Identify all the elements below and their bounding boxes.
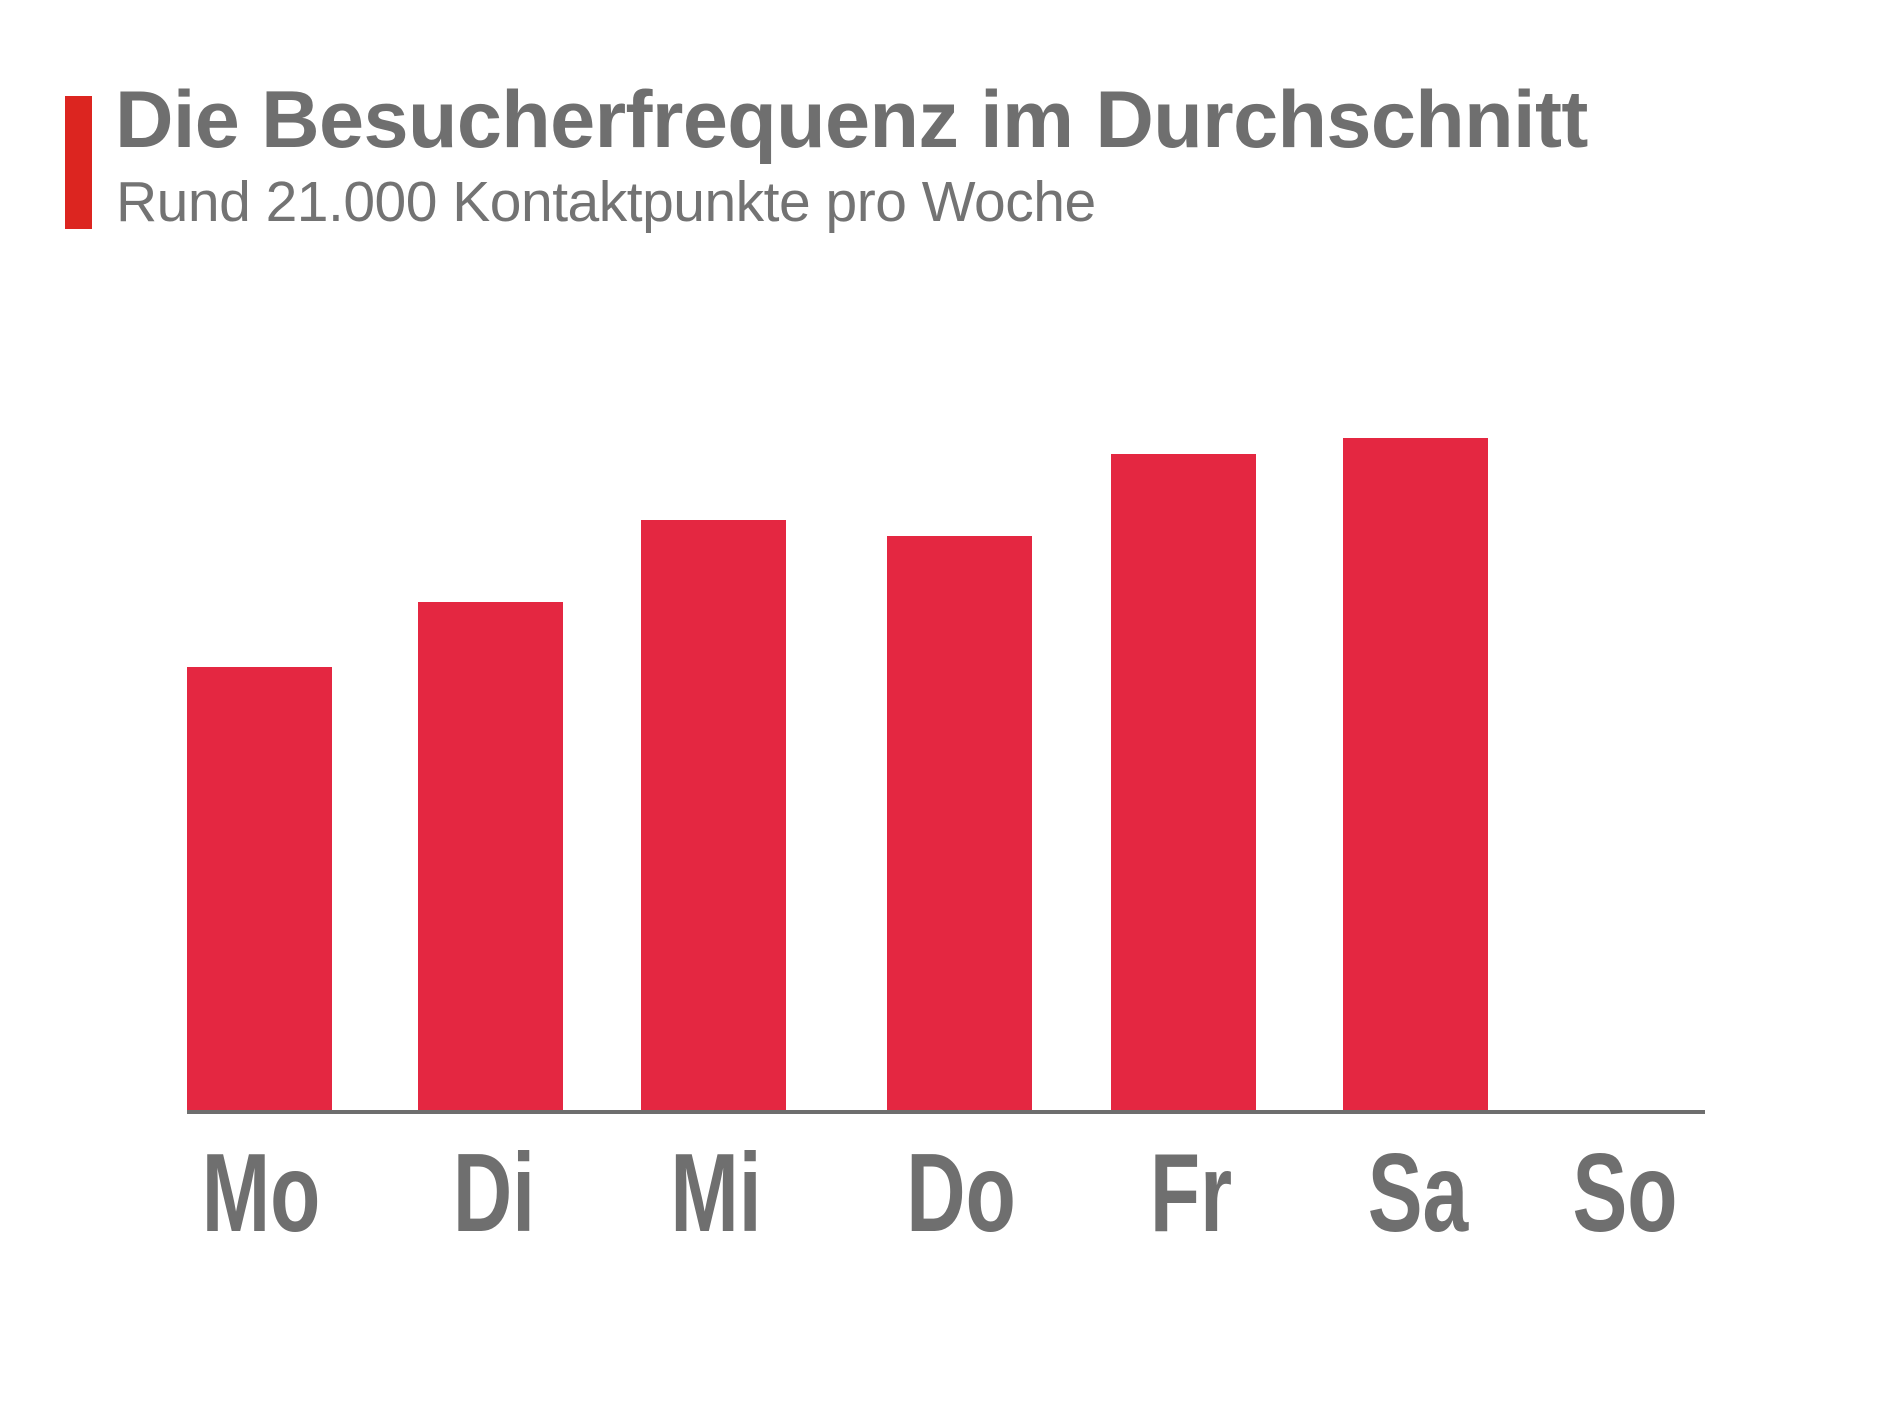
x-tick-label-di: Di	[452, 1131, 536, 1255]
bar-sa	[1343, 438, 1488, 1110]
bar-di	[418, 602, 563, 1110]
x-tick-label-fr: Fr	[1149, 1131, 1233, 1255]
x-tick-label-do: Do	[906, 1131, 1016, 1255]
bar-do	[887, 536, 1032, 1110]
title-accent-bar	[65, 96, 92, 229]
x-axis-line	[187, 1110, 1705, 1114]
bar-mo	[187, 667, 332, 1110]
bar-fr	[1111, 454, 1256, 1110]
chart-title: Die Besucherfrequenz im Durchschnitt	[115, 75, 1588, 165]
x-tick-label-sa: Sa	[1367, 1131, 1469, 1255]
bar-mi	[641, 520, 786, 1110]
x-tick-label-so: So	[1572, 1131, 1678, 1255]
chart-subtitle: Rund 21.000 Kontaktpunkte pro Woche	[116, 170, 1096, 234]
x-tick-label-mo: Mo	[201, 1131, 321, 1255]
x-tick-label-mi: Mi	[670, 1131, 762, 1255]
